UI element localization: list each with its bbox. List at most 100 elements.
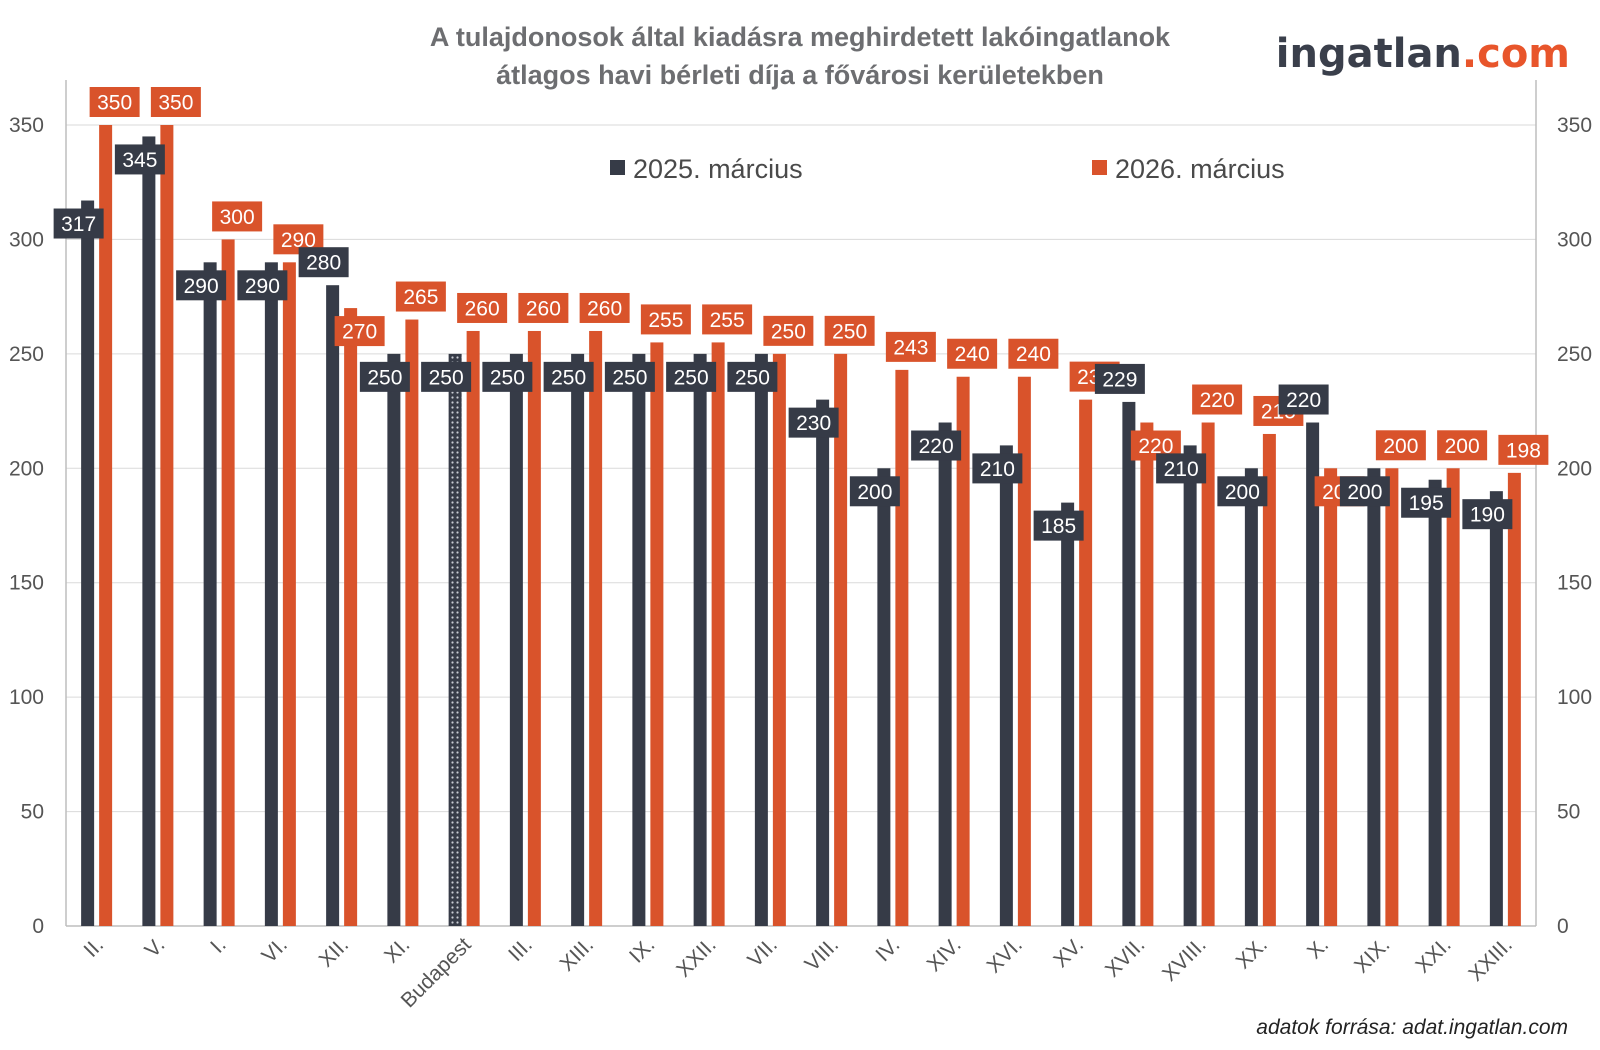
- bar-2026-IX.: [650, 342, 664, 926]
- x-tick-label: XII.: [315, 933, 354, 972]
- x-tick-label: X.: [1303, 933, 1333, 963]
- data-label-2026-text: 198: [1506, 439, 1541, 462]
- bar-2026-II.: [99, 125, 113, 926]
- data-label-2026: 300: [212, 201, 263, 232]
- data-label-2025: 290: [237, 270, 288, 301]
- x-tick-label: XV.: [1049, 933, 1088, 972]
- bars: [81, 125, 1521, 927]
- data-label-2026-text: 250: [832, 320, 867, 343]
- data-label-2025-text: 250: [674, 366, 709, 389]
- y-tick-label-left: 200: [9, 457, 44, 480]
- data-label-2026: 220: [1192, 384, 1243, 415]
- data-label-2026-text: 260: [526, 297, 561, 320]
- data-label-2025: 229: [1094, 363, 1145, 394]
- data-label-2025-box: [1217, 476, 1268, 507]
- data-label-2025-box: [176, 270, 227, 301]
- bar-2026-XIX.: [1385, 468, 1399, 926]
- y-tick-label-left: 0: [32, 915, 44, 938]
- data-label-2025-box: [911, 430, 962, 461]
- chart-title-line-2: átlagos havi bérleti díja a fővárosi ker…: [496, 60, 1104, 90]
- data-label-2026-text: 260: [587, 297, 622, 320]
- data-label-2025-text: 345: [122, 149, 157, 172]
- y-tick-label-right: 300: [1557, 228, 1592, 251]
- bar-2026-VIII.: [834, 353, 848, 926]
- data-label-2025-box: [1462, 499, 1513, 530]
- data-label-2025-box: [604, 361, 655, 392]
- bar-2026-I.: [221, 239, 235, 926]
- data-label-2026-box: [824, 315, 875, 346]
- data-label-2025-box: [482, 361, 533, 392]
- data-label-2025-text: 210: [980, 458, 1015, 481]
- data-label-2025: 250: [727, 361, 778, 392]
- data-label-2025-text: 195: [1409, 492, 1444, 515]
- data-label-2025: 250: [604, 361, 655, 392]
- data-label-2026: 255: [702, 304, 753, 335]
- data-label-2026-box: [518, 292, 569, 323]
- data-label-2025: 210: [972, 453, 1023, 484]
- legend: 2025. március 2026. március: [610, 154, 1285, 184]
- data-label-2026-box: [1008, 338, 1059, 369]
- data-label-2025-box: [666, 361, 717, 392]
- data-label-2025-box: [1094, 363, 1145, 394]
- bar-2026-XXII.: [711, 342, 725, 926]
- data-label-2025: 195: [1401, 487, 1452, 518]
- data-label-2026-box: [885, 331, 936, 362]
- data-label-2026-box: [1437, 430, 1488, 461]
- y-tick-label-right: 200: [1557, 457, 1592, 480]
- x-tick-label: IX.: [625, 933, 659, 967]
- bar-2026-XVIII.: [1201, 422, 1215, 926]
- data-label-2025-text: 185: [1041, 515, 1076, 538]
- bar-2025-VIII.: [816, 399, 830, 927]
- data-label-2026: 255: [640, 304, 691, 335]
- legend-swatch-2025: [610, 160, 625, 175]
- data-label-2026: 240: [947, 338, 998, 369]
- x-tick-label: I.: [206, 933, 231, 958]
- logo-text-main: ingatlan: [1276, 31, 1462, 77]
- x-tick-label: XXII.: [672, 933, 720, 981]
- bar-2026-XXIII.: [1507, 472, 1521, 926]
- x-tick-label: VIII.: [800, 933, 843, 976]
- data-label-2025: 220: [1278, 384, 1329, 415]
- bar-2026-XII.: [344, 308, 358, 927]
- data-label-2025-text: 210: [1164, 458, 1199, 481]
- x-tick-label: XXI.: [1411, 933, 1455, 977]
- x-tick-label: II.: [80, 933, 109, 962]
- data-label-2025-text: 190: [1470, 504, 1505, 527]
- data-label-2025-text: 290: [184, 275, 219, 298]
- data-label-2026-box: [457, 292, 508, 323]
- bar-2026-XX.: [1262, 433, 1276, 926]
- data-label-2026-box: [1192, 384, 1243, 415]
- data-label-2026-box: [640, 304, 691, 335]
- bar-2026-III.: [527, 330, 541, 926]
- data-label-2025: 290: [176, 270, 227, 301]
- bar-2025-X.: [1306, 422, 1320, 926]
- data-label-2025: 250: [666, 361, 717, 392]
- data-label-2026: 250: [763, 315, 814, 346]
- data-label-2026: 240: [1008, 338, 1059, 369]
- y-tick-label-right: 50: [1557, 801, 1580, 824]
- data-label-2026-text: 270: [342, 321, 377, 344]
- bar-2025-XIII.: [571, 353, 585, 926]
- y-tick-label-right: 250: [1557, 343, 1592, 366]
- data-label-2025-box: [53, 208, 104, 239]
- data-label-2026-text: 220: [1138, 435, 1173, 458]
- bar-2025-XXIII.: [1489, 491, 1503, 926]
- data-label-2025: 190: [1462, 499, 1513, 530]
- data-label-2025: 210: [1156, 453, 1207, 484]
- bar-2026-XVII.: [1140, 422, 1154, 926]
- data-label-2025: 250: [421, 361, 472, 392]
- x-tick-label: XVI.: [983, 933, 1027, 977]
- y-tick-label-right: 350: [1557, 114, 1592, 137]
- data-label-2025-text: 229: [1102, 368, 1137, 391]
- bar-2026-Budapest: [466, 330, 480, 926]
- data-label-2025-text: 250: [551, 366, 586, 389]
- bar-2025-VI.: [264, 262, 278, 926]
- bar-2025-III.: [509, 353, 523, 926]
- bar-2026-V.: [160, 125, 174, 926]
- bar-2025-V.: [142, 136, 156, 926]
- y-tick-label-right: 0: [1557, 915, 1569, 938]
- x-tick-label: VI.: [257, 933, 291, 967]
- x-tick-label: XIII.: [555, 933, 598, 976]
- bar-2025-XX.: [1244, 468, 1258, 926]
